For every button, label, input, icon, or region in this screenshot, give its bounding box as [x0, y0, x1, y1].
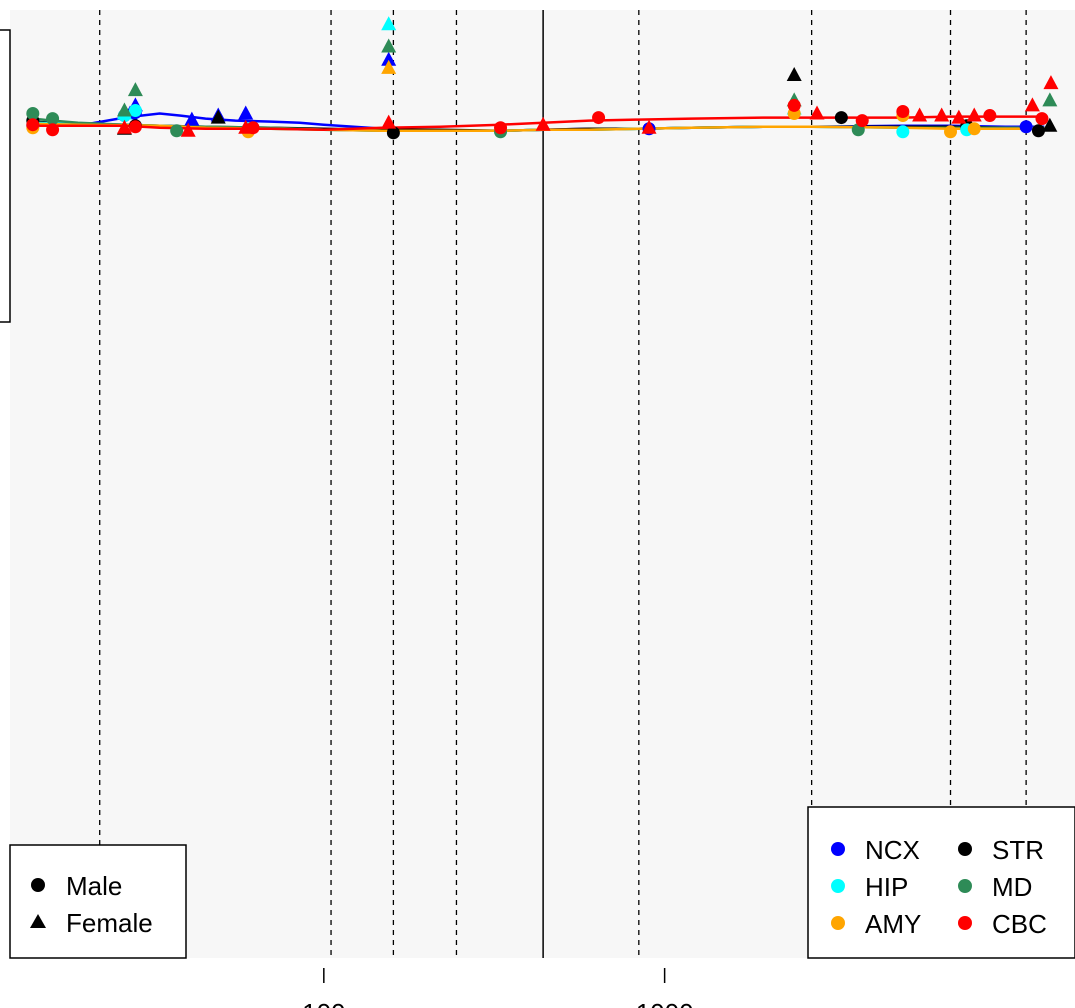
point-str-female: [1042, 117, 1058, 132]
legend-str-marker: [958, 842, 972, 856]
legend-hip-label: HIP: [865, 872, 908, 902]
point-cbc-female: [809, 105, 825, 120]
point-cbc-male: [128, 120, 142, 134]
point-ncx-male: [1019, 120, 1033, 134]
point-cbc-female: [1043, 75, 1059, 90]
legend-female-marker: [30, 914, 46, 928]
point-hip-female: [381, 16, 397, 31]
x-tick-label: 100: [302, 998, 345, 1008]
legend-ncx-marker: [831, 842, 845, 856]
point-str-male: [1031, 124, 1045, 138]
shape-legend-box: [9, 844, 187, 959]
series-legend-box: [807, 806, 1075, 959]
point-hip-male: [896, 125, 910, 139]
point-cbc-female: [966, 107, 982, 122]
inset-box-edge: [0, 29, 11, 323]
point-md-male: [26, 107, 40, 121]
shape-legend: Male Female: [9, 844, 187, 959]
point-md-female: [116, 102, 132, 117]
legend-amy-marker: [831, 916, 845, 930]
point-cbc-female: [934, 107, 950, 122]
legend-male-label: Male: [66, 871, 122, 901]
legend-cbc-marker: [958, 916, 972, 930]
point-cbc-female: [912, 107, 928, 122]
legend-hip-marker: [831, 879, 845, 893]
point-cbc-female: [951, 109, 967, 124]
series-legend: NCX STR HIP MD AMY CBC: [807, 806, 1075, 959]
point-ncx-female: [381, 51, 397, 66]
x-tick-label: 1000: [636, 998, 694, 1008]
point-cbc-male: [246, 121, 260, 135]
legend-cbc-label: CBC: [992, 909, 1047, 939]
reference-lines: [99, 10, 1027, 958]
legend-ncx-label: NCX: [865, 835, 920, 865]
point-hip-male: [128, 103, 142, 117]
point-cbc-female: [381, 114, 397, 129]
point-cbc-male: [896, 104, 910, 118]
point-str-male: [386, 126, 400, 140]
point-str-male: [834, 111, 848, 125]
point-cbc-female: [641, 119, 657, 134]
point-cbc-male: [46, 123, 60, 137]
point-cbc-female: [116, 119, 132, 134]
point-md-female: [381, 38, 397, 53]
point-cbc-male: [26, 118, 40, 132]
point-cbc-female: [1024, 97, 1040, 112]
point-cbc-male: [592, 111, 606, 125]
point-str-female: [786, 66, 802, 81]
point-str-female: [210, 109, 226, 124]
point-cbc-male: [494, 121, 508, 135]
legend-md-label: MD: [992, 872, 1032, 902]
point-amy-female: [381, 59, 397, 74]
point-cbc-male: [855, 114, 869, 128]
point-cbc-male: [1035, 112, 1049, 126]
legend-female-label: Female: [66, 908, 153, 938]
point-cbc-female: [180, 122, 196, 137]
legend-str-label: STR: [992, 835, 1044, 865]
point-amy-male: [944, 125, 958, 139]
x-axis: 100 1000: [302, 968, 694, 1008]
legend-male-marker: [31, 878, 45, 892]
point-ncx-female: [184, 111, 200, 126]
point-amy-male: [967, 122, 981, 136]
point-cbc-male: [983, 109, 997, 123]
point-cbc-female: [535, 116, 551, 131]
legend-md-marker: [958, 879, 972, 893]
point-md-male: [46, 112, 60, 126]
point-md-male: [170, 124, 184, 138]
series-layer: [26, 16, 1059, 140]
point-ncx-female: [238, 105, 254, 120]
point-md-female: [127, 82, 143, 97]
point-cbc-male: [787, 98, 801, 112]
legend-amy-label: AMY: [865, 909, 921, 939]
point-md-female: [1042, 92, 1058, 107]
